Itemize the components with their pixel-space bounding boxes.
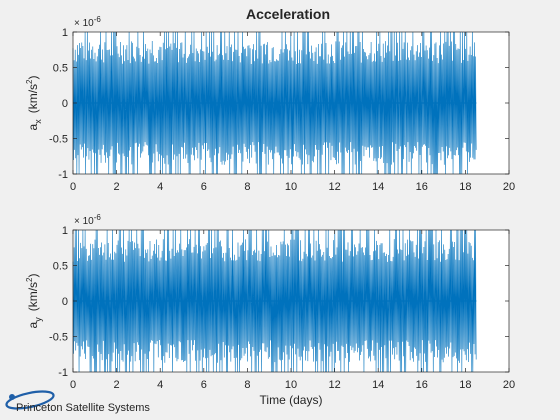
series-line (72, 229, 477, 373)
x-tick-label: 14 (372, 181, 384, 193)
x-tick-label: 12 (328, 181, 340, 193)
x-tick-label: 8 (244, 181, 250, 193)
plot-area (72, 31, 477, 175)
x-axis-ticks: 0 2 4 6 8 10 12 14 16 18 20 (70, 230, 515, 391)
x-tick-label: 20 (503, 379, 515, 391)
y-axis-label: ax(km/s2) (25, 76, 43, 131)
subplot-ay: -1 -0.5 0 0.5 1 0 2 4 6 8 10 12 14 16 18 20 × 10-6 ay(… (25, 213, 515, 407)
y-axis-ticks: -1 -0.5 0 0.5 1 (49, 27, 509, 181)
y-tick-label: -0.5 (49, 332, 68, 344)
y-tick-label: 0.5 (53, 63, 68, 75)
y-tick-label: -1 (58, 169, 68, 181)
y-tick-label: 1 (62, 225, 68, 237)
y-tick-label: -1 (58, 367, 68, 379)
x-tick-label: 14 (372, 379, 384, 391)
x-tick-label: 18 (459, 181, 471, 193)
y-tick-label: -0.5 (49, 134, 68, 146)
x-tick-label: 2 (114, 181, 120, 193)
x-tick-label: 10 (285, 181, 297, 193)
chart-title: Acceleration (246, 6, 330, 22)
x-tick-label: 0 (70, 181, 76, 193)
company-logo: Princeton Satellite Systems (5, 390, 150, 414)
y-tick-label: 0 (62, 98, 68, 110)
company-name: Princeton Satellite Systems (16, 402, 150, 414)
x-tick-label: 16 (416, 181, 428, 193)
x-tick-label: 18 (459, 379, 471, 391)
y-axis-label: ay(km/s2) (25, 274, 43, 329)
x-tick-label: 10 (285, 379, 297, 391)
x-tick-label: 2 (114, 379, 120, 391)
x-tick-label: 20 (503, 181, 515, 193)
series-line (72, 31, 477, 175)
plot-area (72, 229, 477, 373)
logo-swoosh (5, 390, 55, 410)
y-tick-label: 1 (62, 27, 68, 39)
x-tick-label: 0 (70, 379, 76, 391)
x-tick-label: 4 (157, 181, 163, 193)
y-axis-ticks: -1 -0.5 0 0.5 1 (49, 225, 509, 379)
y-tick-label: 0 (62, 296, 68, 308)
x-tick-label: 16 (416, 379, 428, 391)
x-tick-label: 4 (157, 379, 163, 391)
x-axis-ticks: 0 2 4 6 8 10 12 14 16 18 20 (70, 32, 515, 193)
y-exponent-label: × 10-6 (74, 213, 101, 227)
subplot-ax: Acceleration -1 -0.5 0 0.5 1 0 2 4 6 8 10 12 14 16 18… (25, 6, 515, 193)
x-axis-label: Time (days) (260, 393, 323, 407)
y-tick-label: 0.5 (53, 261, 68, 273)
y-exponent-label: × 10-6 (74, 15, 101, 29)
x-tick-label: 8 (244, 379, 250, 391)
logo-dot (9, 394, 15, 400)
x-tick-label: 12 (328, 379, 340, 391)
x-tick-label: 6 (201, 379, 207, 391)
x-tick-label: 6 (201, 181, 207, 193)
